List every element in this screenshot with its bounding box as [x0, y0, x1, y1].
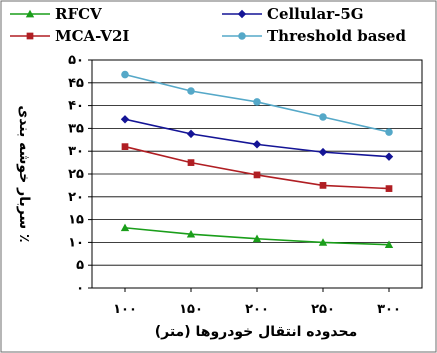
data-point-threshold-based [187, 87, 195, 95]
data-point-threshold-based [319, 113, 327, 121]
y-tick-label: ۴۵ [68, 76, 84, 91]
y-tick-label: ۵ [76, 258, 84, 273]
data-point-rfcv [186, 229, 196, 238]
data-point-cellular-5g [252, 140, 262, 149]
series-layer [120, 70, 394, 249]
legend-label-threshold-based: Threshold based [267, 27, 406, 45]
y-tick-label: ۵۰ [68, 53, 84, 68]
legend-marker-threshold-based [238, 32, 246, 40]
data-point-threshold-based [385, 128, 393, 136]
data-point-rfcv [318, 238, 328, 246]
data-point-rfcv [384, 240, 394, 249]
y-axis-title: سربار خوشه بندی ٪ [16, 105, 32, 242]
legend: RFCV Cellular-5G MCA-V2I Threshold based [10, 5, 406, 45]
data-point-rfcv [120, 223, 130, 232]
data-point-mca-v2i [319, 182, 327, 189]
y-tick-label: ۲۵ [68, 167, 84, 182]
data-point-cellular-5g [186, 129, 196, 139]
x-axis-ticks: ۱۰۰ ۱۵۰ ۲۰۰ ۲۵۰ ۳۰۰ [113, 288, 401, 317]
y-tick-label: ۲۰ [68, 190, 84, 205]
y-tick-label: ۱۰ [68, 235, 84, 250]
data-point-cellular-5g [120, 115, 130, 124]
data-point-cellular-5g [384, 152, 394, 161]
data-point-cellular-5g [318, 147, 328, 157]
y-tick-label: ۰ [76, 281, 84, 296]
y-tick-label: ۱۵ [68, 213, 84, 228]
legend-label-mca-v2i: MCA-V2I [55, 27, 129, 45]
x-tick-label: ۳۰۰ [377, 302, 401, 317]
legend-marker-cellular-5g [237, 9, 247, 19]
data-point-mca-v2i [385, 185, 393, 192]
data-point-threshold-based [253, 98, 261, 106]
y-tick-label: ۳۵ [68, 121, 84, 136]
x-tick-label: ۲۰۰ [245, 302, 269, 317]
data-point-rfcv [252, 234, 262, 243]
x-tick-label: ۲۵۰ [311, 302, 335, 317]
x-tick-label: ۱۰۰ [113, 302, 137, 317]
legend-marker-rfcv [25, 9, 35, 18]
legend-marker-mca-v2i [26, 32, 34, 40]
y-tick-label: ۳۰ [68, 144, 84, 159]
x-axis-title: محدوده انتقال خودروها (متر) [155, 324, 358, 340]
data-point-mca-v2i [253, 171, 261, 179]
y-tick-label: ۴۰ [68, 99, 84, 114]
x-tick-label: ۱۵۰ [179, 302, 203, 317]
y-axis-ticks: ۰ ۵ ۱۰ ۱۵ ۲۰ ۲۵ ۳۰ ۳۵ ۴۰ ۴۵ ۵۰ [68, 53, 92, 296]
legend-label-cellular-5g: Cellular-5G [267, 5, 364, 23]
data-point-mca-v2i [121, 143, 129, 150]
legend-label-rfcv: RFCV [55, 5, 102, 23]
data-point-mca-v2i [187, 159, 195, 166]
data-point-threshold-based [121, 70, 129, 79]
